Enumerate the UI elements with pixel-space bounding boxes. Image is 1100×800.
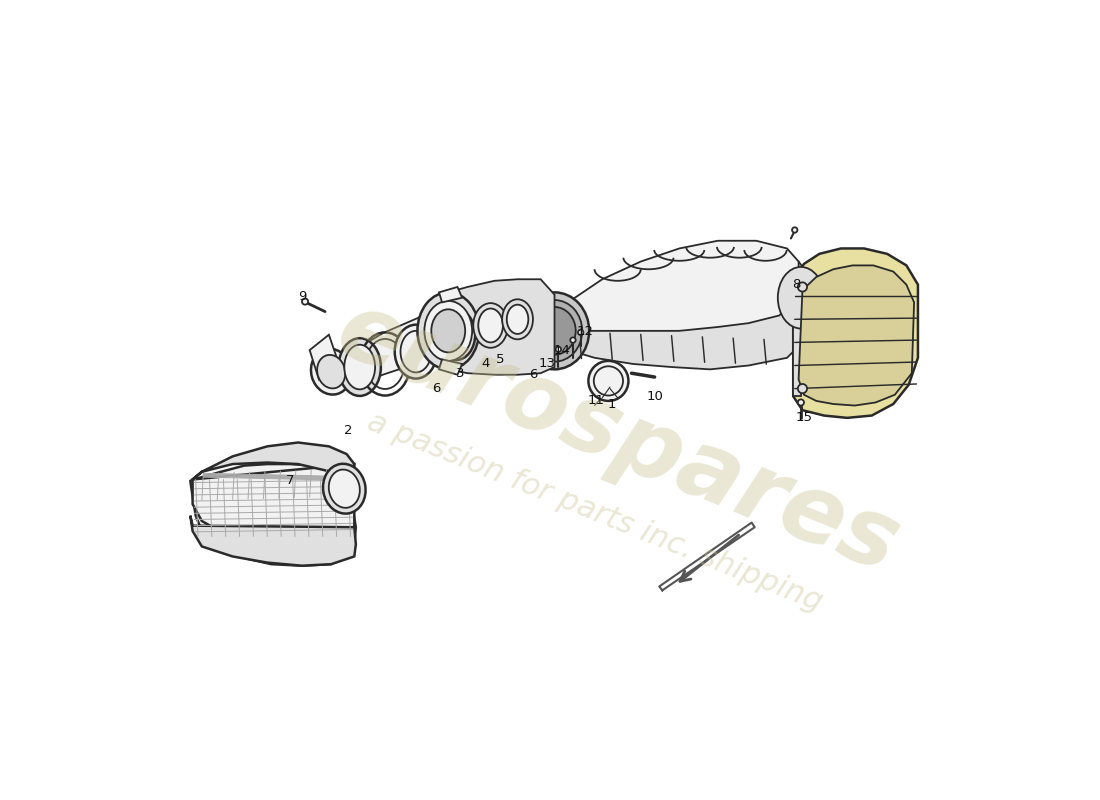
Ellipse shape: [520, 292, 590, 370]
Ellipse shape: [798, 282, 807, 291]
Ellipse shape: [527, 300, 582, 362]
Text: 15: 15: [795, 411, 813, 424]
Ellipse shape: [311, 349, 352, 394]
Ellipse shape: [507, 305, 528, 334]
Text: 3: 3: [455, 366, 464, 380]
Ellipse shape: [798, 384, 807, 394]
Text: 13: 13: [538, 358, 556, 370]
Ellipse shape: [301, 298, 308, 305]
Ellipse shape: [473, 303, 508, 348]
Text: 4: 4: [481, 358, 490, 370]
Text: 1: 1: [607, 398, 616, 410]
Text: eurospares: eurospares: [323, 284, 912, 594]
Polygon shape: [439, 287, 462, 302]
Polygon shape: [360, 304, 447, 385]
Text: 12: 12: [576, 325, 594, 338]
Polygon shape: [793, 249, 917, 418]
Ellipse shape: [418, 292, 480, 370]
Polygon shape: [552, 241, 799, 331]
Text: 11: 11: [587, 394, 605, 406]
Ellipse shape: [441, 315, 471, 354]
Ellipse shape: [570, 338, 575, 342]
Text: 5: 5: [496, 353, 505, 366]
Ellipse shape: [395, 325, 437, 378]
Polygon shape: [799, 266, 914, 406]
Text: a passion for parts inc. shipping: a passion for parts inc. shipping: [363, 407, 826, 617]
Ellipse shape: [344, 345, 375, 390]
Text: 7: 7: [286, 474, 295, 487]
Polygon shape: [439, 359, 462, 374]
Ellipse shape: [329, 470, 360, 508]
Ellipse shape: [425, 301, 472, 361]
Ellipse shape: [339, 338, 381, 396]
Polygon shape: [793, 279, 801, 396]
Ellipse shape: [437, 310, 475, 360]
Ellipse shape: [478, 309, 503, 342]
Text: 9: 9: [298, 290, 306, 302]
Ellipse shape: [778, 267, 824, 329]
Ellipse shape: [317, 355, 345, 389]
Ellipse shape: [534, 307, 575, 354]
Polygon shape: [552, 262, 810, 370]
Polygon shape: [449, 279, 554, 374]
Text: 6: 6: [432, 382, 441, 395]
Ellipse shape: [588, 361, 628, 401]
Polygon shape: [190, 464, 356, 566]
Polygon shape: [190, 516, 356, 566]
Text: 2: 2: [344, 425, 352, 438]
Polygon shape: [192, 464, 354, 546]
Ellipse shape: [792, 227, 798, 233]
Ellipse shape: [323, 464, 365, 514]
Text: 8: 8: [792, 278, 801, 291]
Text: 14: 14: [553, 344, 571, 357]
Ellipse shape: [556, 346, 561, 352]
Text: 10: 10: [646, 390, 663, 403]
Ellipse shape: [502, 299, 532, 339]
Ellipse shape: [798, 399, 804, 406]
Polygon shape: [192, 442, 354, 479]
Text: 6: 6: [529, 368, 537, 382]
Ellipse shape: [431, 310, 465, 353]
Polygon shape: [310, 334, 339, 379]
Ellipse shape: [578, 330, 583, 335]
